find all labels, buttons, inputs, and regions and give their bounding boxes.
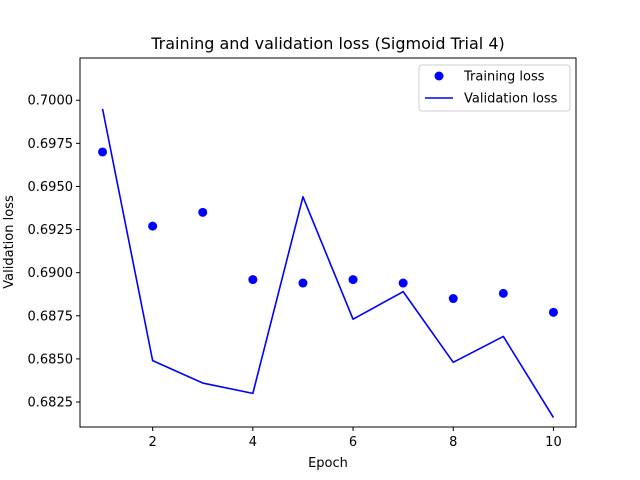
- x-tick-label: 4: [249, 435, 257, 450]
- data-point-training-loss: [248, 275, 258, 285]
- data-point-training-loss: [198, 207, 208, 217]
- legend-box: [418, 64, 571, 112]
- axes-frame: [79, 57, 577, 428]
- data-point-training-loss: [448, 294, 458, 304]
- legend-label: Training loss: [463, 70, 545, 85]
- x-tick-label: 8: [449, 435, 457, 450]
- data-point-training-loss: [398, 278, 408, 288]
- y-tick-label: 0.6975: [28, 137, 74, 152]
- x-tick-label: 2: [149, 435, 157, 450]
- data-point-training-loss: [348, 275, 358, 285]
- y-tick-label: 0.6925: [28, 223, 74, 238]
- y-tick-label: 0.6825: [28, 395, 74, 410]
- x-axis-label: Epoch: [308, 456, 348, 471]
- plot-area: [79, 57, 577, 428]
- y-tick-label: 0.6850: [28, 352, 74, 367]
- legend-swatch-training-loss: [434, 71, 444, 81]
- y-tick-label: 0.6875: [28, 309, 74, 324]
- data-point-training-loss: [548, 307, 558, 317]
- legend: Training loss Validation loss: [418, 64, 571, 112]
- axis-ticks: 2 4 6 8 10 0.6825 0.6850 0.6875 0.6900 0.6925 0.69…: [28, 94, 562, 450]
- data-point-training-loss: [298, 278, 308, 288]
- data-point-training-loss: [148, 221, 158, 231]
- y-tick-label: 0.7000: [28, 94, 74, 109]
- x-tick-label: 6: [349, 435, 357, 450]
- y-tick-label: 0.6950: [28, 180, 74, 195]
- chart-title: Training and validation loss (Sigmoid Tr…: [150, 34, 505, 53]
- legend-label: Validation loss: [464, 92, 558, 107]
- data-point-training-loss: [98, 147, 108, 157]
- data-point-training-loss: [498, 288, 508, 298]
- y-tick-label: 0.6900: [28, 266, 74, 281]
- x-tick-label: 10: [545, 435, 562, 450]
- series-line-validation-loss: [101, 108, 555, 418]
- y-axis-label: Validation loss: [2, 195, 17, 289]
